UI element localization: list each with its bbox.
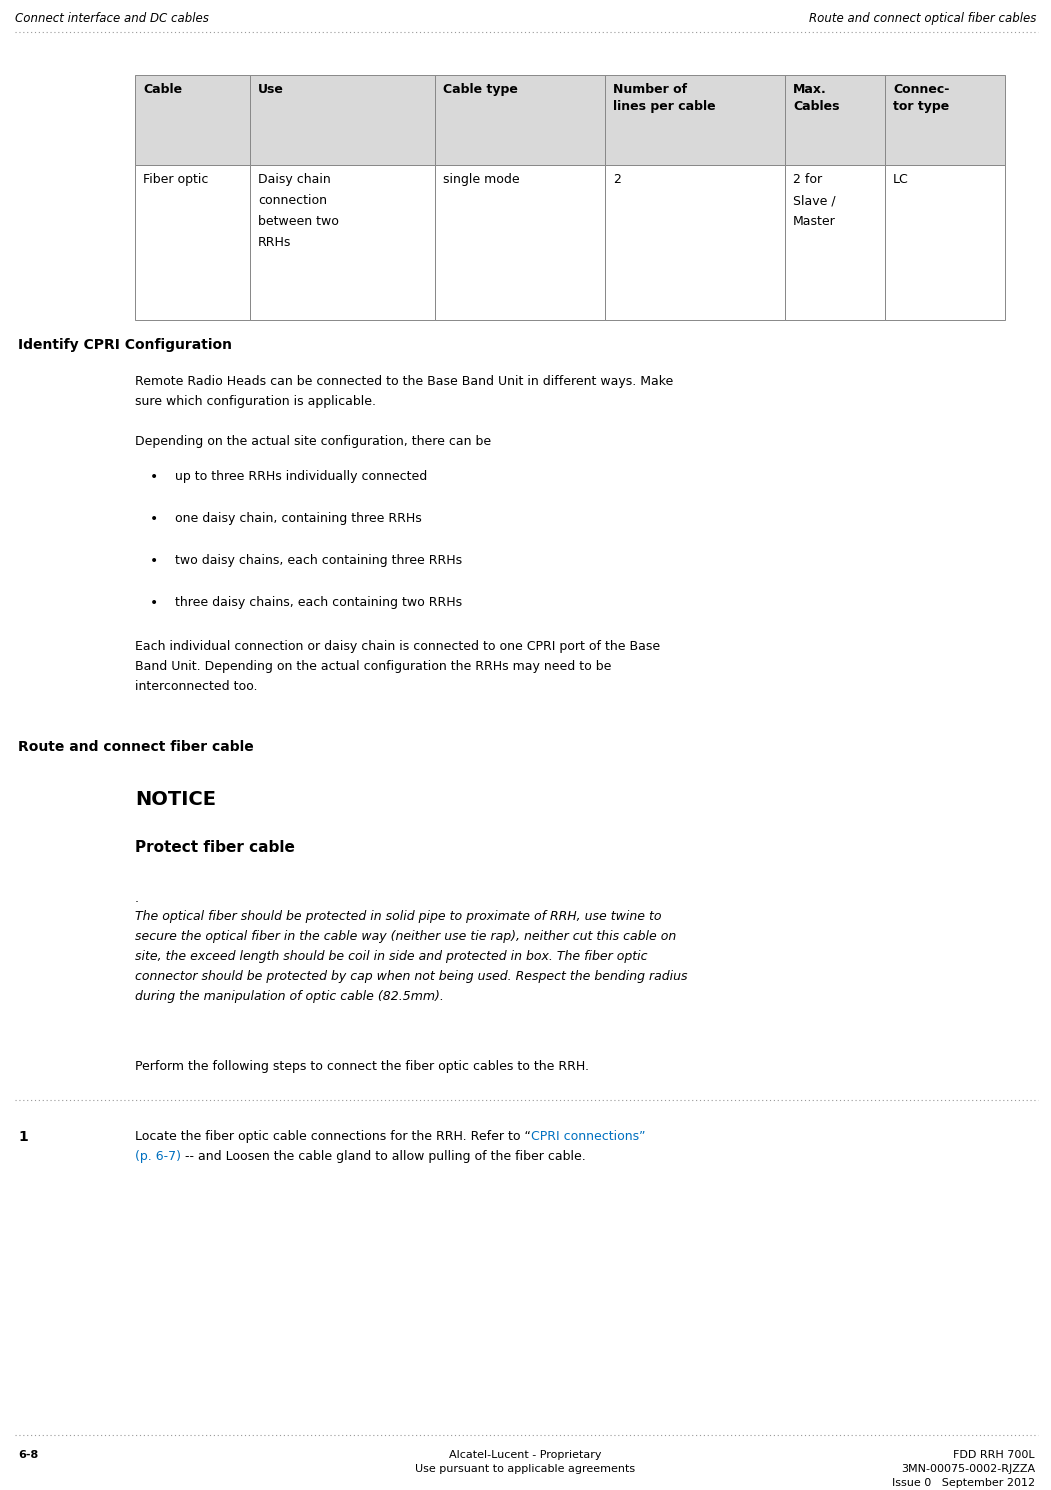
Text: Number of
lines per cable: Number of lines per cable xyxy=(613,83,716,113)
Text: •: • xyxy=(150,513,159,526)
Text: Band Unit. Depending on the actual configuration the RRHs may need to be: Band Unit. Depending on the actual confi… xyxy=(135,660,612,673)
Text: -- and Loosen the cable gland to allow pulling of the fiber cable.: -- and Loosen the cable gland to allow p… xyxy=(181,1150,585,1164)
Text: Locate the fiber optic cable connections for the RRH. Refer to “: Locate the fiber optic cable connections… xyxy=(135,1129,531,1143)
Text: CPRI connections”: CPRI connections” xyxy=(531,1129,645,1143)
Text: LC: LC xyxy=(893,173,909,186)
Text: two daisy chains, each containing three RRHs: two daisy chains, each containing three … xyxy=(176,554,462,568)
Bar xyxy=(435,74,605,165)
Text: sure which configuration is applicable.: sure which configuration is applicable. xyxy=(135,395,376,408)
Bar xyxy=(250,165,435,320)
Text: connector should be protected by cap when not being used. Respect the bending ra: connector should be protected by cap whe… xyxy=(135,970,687,983)
Text: one daisy chain, containing three RRHs: one daisy chain, containing three RRHs xyxy=(176,513,421,524)
Text: Cable: Cable xyxy=(143,83,182,95)
Text: Route and connect optical fiber cables: Route and connect optical fiber cables xyxy=(808,12,1036,25)
Text: single mode: single mode xyxy=(444,173,519,186)
Bar xyxy=(885,165,1005,320)
Text: Fiber optic: Fiber optic xyxy=(143,173,208,186)
Text: 6-8: 6-8 xyxy=(18,1450,38,1460)
Bar xyxy=(250,74,435,165)
Text: Identify CPRI Configuration: Identify CPRI Configuration xyxy=(18,338,232,352)
Bar xyxy=(605,74,785,165)
Text: interconnected too.: interconnected too. xyxy=(135,679,257,693)
Text: •: • xyxy=(150,554,159,568)
Text: 2: 2 xyxy=(613,173,621,186)
Text: Use: Use xyxy=(257,83,284,95)
Text: FDD RRH 700L
3MN-00075-0002-RJZZA
Issue 0   September 2012: FDD RRH 700L 3MN-00075-0002-RJZZA Issue … xyxy=(892,1450,1035,1489)
Text: •: • xyxy=(150,596,159,609)
Text: NOTICE: NOTICE xyxy=(135,790,217,809)
Bar xyxy=(785,165,885,320)
Text: •: • xyxy=(150,469,159,484)
Text: 2 for
Slave /
Master: 2 for Slave / Master xyxy=(794,173,836,228)
Text: Max.
Cables: Max. Cables xyxy=(794,83,840,113)
Bar xyxy=(605,165,785,320)
Text: Cable type: Cable type xyxy=(444,83,518,95)
Text: three daisy chains, each containing two RRHs: three daisy chains, each containing two … xyxy=(176,596,462,609)
Bar xyxy=(435,165,605,320)
Text: Daisy chain
connection
between two
RRHs: Daisy chain connection between two RRHs xyxy=(257,173,338,249)
Text: site, the exceed length should be coil in side and protected in box. The fiber o: site, the exceed length should be coil i… xyxy=(135,951,647,963)
Text: secure the optical fiber in the cable way (neither use tie rap), neither cut thi: secure the optical fiber in the cable wa… xyxy=(135,930,676,943)
Text: 1: 1 xyxy=(18,1129,27,1144)
Text: Depending on the actual site configuration, there can be: Depending on the actual site configurati… xyxy=(135,435,491,448)
Text: Protect fiber cable: Protect fiber cable xyxy=(135,840,295,855)
Bar xyxy=(135,74,250,165)
Text: (p. 6-7): (p. 6-7) xyxy=(135,1150,181,1164)
Text: Connect interface and DC cables: Connect interface and DC cables xyxy=(15,12,209,25)
Text: up to three RRHs individually connected: up to three RRHs individually connected xyxy=(176,469,428,483)
Text: Alcatel-Lucent - Proprietary
Use pursuant to applicable agreements: Alcatel-Lucent - Proprietary Use pursuan… xyxy=(415,1450,635,1474)
Bar xyxy=(135,165,250,320)
Text: .: . xyxy=(135,893,139,904)
Bar xyxy=(785,74,885,165)
Text: Connec-
tor type: Connec- tor type xyxy=(893,83,949,113)
Text: Route and connect fiber cable: Route and connect fiber cable xyxy=(18,741,253,754)
Bar xyxy=(885,74,1005,165)
Text: Remote Radio Heads can be connected to the Base Band Unit in different ways. Mak: Remote Radio Heads can be connected to t… xyxy=(135,375,674,387)
Text: during the manipulation of optic cable (82.5mm).: during the manipulation of optic cable (… xyxy=(135,989,444,1003)
Text: Each individual connection or daisy chain is connected to one CPRI port of the B: Each individual connection or daisy chai… xyxy=(135,641,660,653)
Text: Perform the following steps to connect the fiber optic cables to the RRH.: Perform the following steps to connect t… xyxy=(135,1059,589,1073)
Text: The optical fiber should be protected in solid pipe to proximate of RRH, use twi: The optical fiber should be protected in… xyxy=(135,910,661,922)
